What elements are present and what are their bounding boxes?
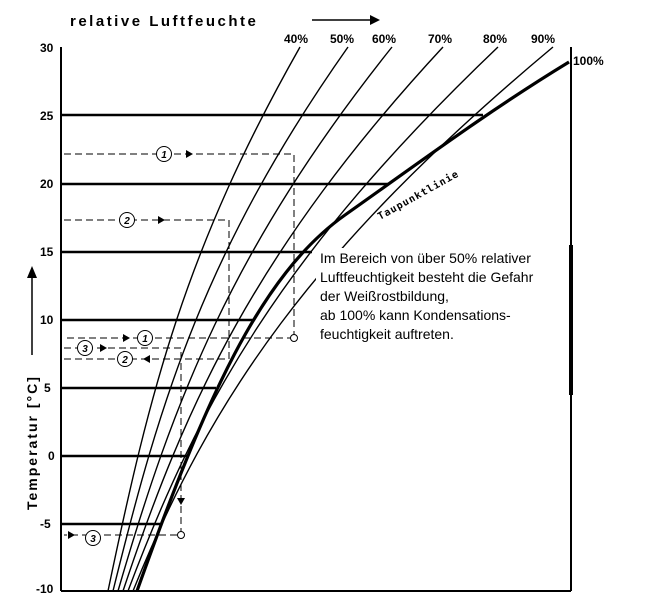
rh-label-90: 90% [531,32,555,46]
rh-curve-70 [122,46,444,592]
marker-label: 1 [142,334,148,345]
title-arrow [312,15,380,25]
example-1-path [64,153,295,337]
example-arrowheads [68,150,193,539]
y-tick-label: -10 [36,582,54,596]
y-tick-label: 10 [40,313,54,327]
annotation-line: Im Bereich von über 50% relativer [320,250,531,266]
y-axis-label: Temperatur [°C] [24,375,40,510]
marker-2-top [119,212,135,228]
rh-label-40: 40% [284,32,308,46]
annotation-line: feuchtigkeit auftreten. [320,326,454,342]
rh-label-50: 50% [330,32,354,46]
marker-label: 3 [90,534,96,545]
rh-curve-80 [127,46,499,592]
y-tick-label: 5 [44,381,51,395]
example-endpoints [177,334,298,539]
example-marker-labels: 1 2 1 3 2 3 [82,150,167,545]
marker-3-low [77,340,93,356]
y-tick-label: 0 [48,449,55,463]
rh-curve-60 [117,46,393,592]
y-axis-arrow [27,266,37,355]
y-tick-label: 30 [40,41,54,55]
rh-label-70: 70% [428,32,452,46]
rh-curves [107,46,570,592]
marker-1-top [156,146,172,162]
rh-label-60: 60% [372,32,396,46]
chart-title: relative Luftfeuchte [70,13,258,30]
rh-curve-50 [112,46,349,592]
rh-curve-100 [135,60,570,592]
y-tick-labels: 30 25 20 15 10 5 0 -5 -10 [36,41,55,596]
annotation-background [316,248,566,344]
y-tick-label: 20 [40,177,54,191]
rh-label-80: 80% [483,32,507,46]
marker-label: 3 [82,344,88,355]
marker-3-bottom [85,530,101,546]
marker-2-low [117,351,133,367]
marker-label: 2 [123,216,130,227]
example-3-path [64,347,182,536]
annotation-line: ab 100% kann Kondensations- [320,307,511,323]
annotation-line: der Weißrostbildung, [320,288,449,304]
marker-1-low [137,330,153,346]
y-tick-label: 25 [40,109,54,123]
y-tick-label: -5 [40,517,51,531]
dew-point-label: Taupunktlinie [376,168,462,223]
annotation-line: Luftfeuchtigkeit besteht die Gefahr [320,269,534,285]
annotation-text: Im Bereich von über 50% relativer Luftfe… [320,250,534,342]
rh-labels: 40% 50% 60% 70% 80% 90% 100% [284,32,604,68]
marker-label: 2 [121,355,128,366]
marker-label: 1 [161,150,167,161]
y-tick-label: 15 [40,245,54,259]
rh-label-100: 100% [573,54,604,68]
example-markers [77,146,172,546]
guide-lines [61,113,483,526]
